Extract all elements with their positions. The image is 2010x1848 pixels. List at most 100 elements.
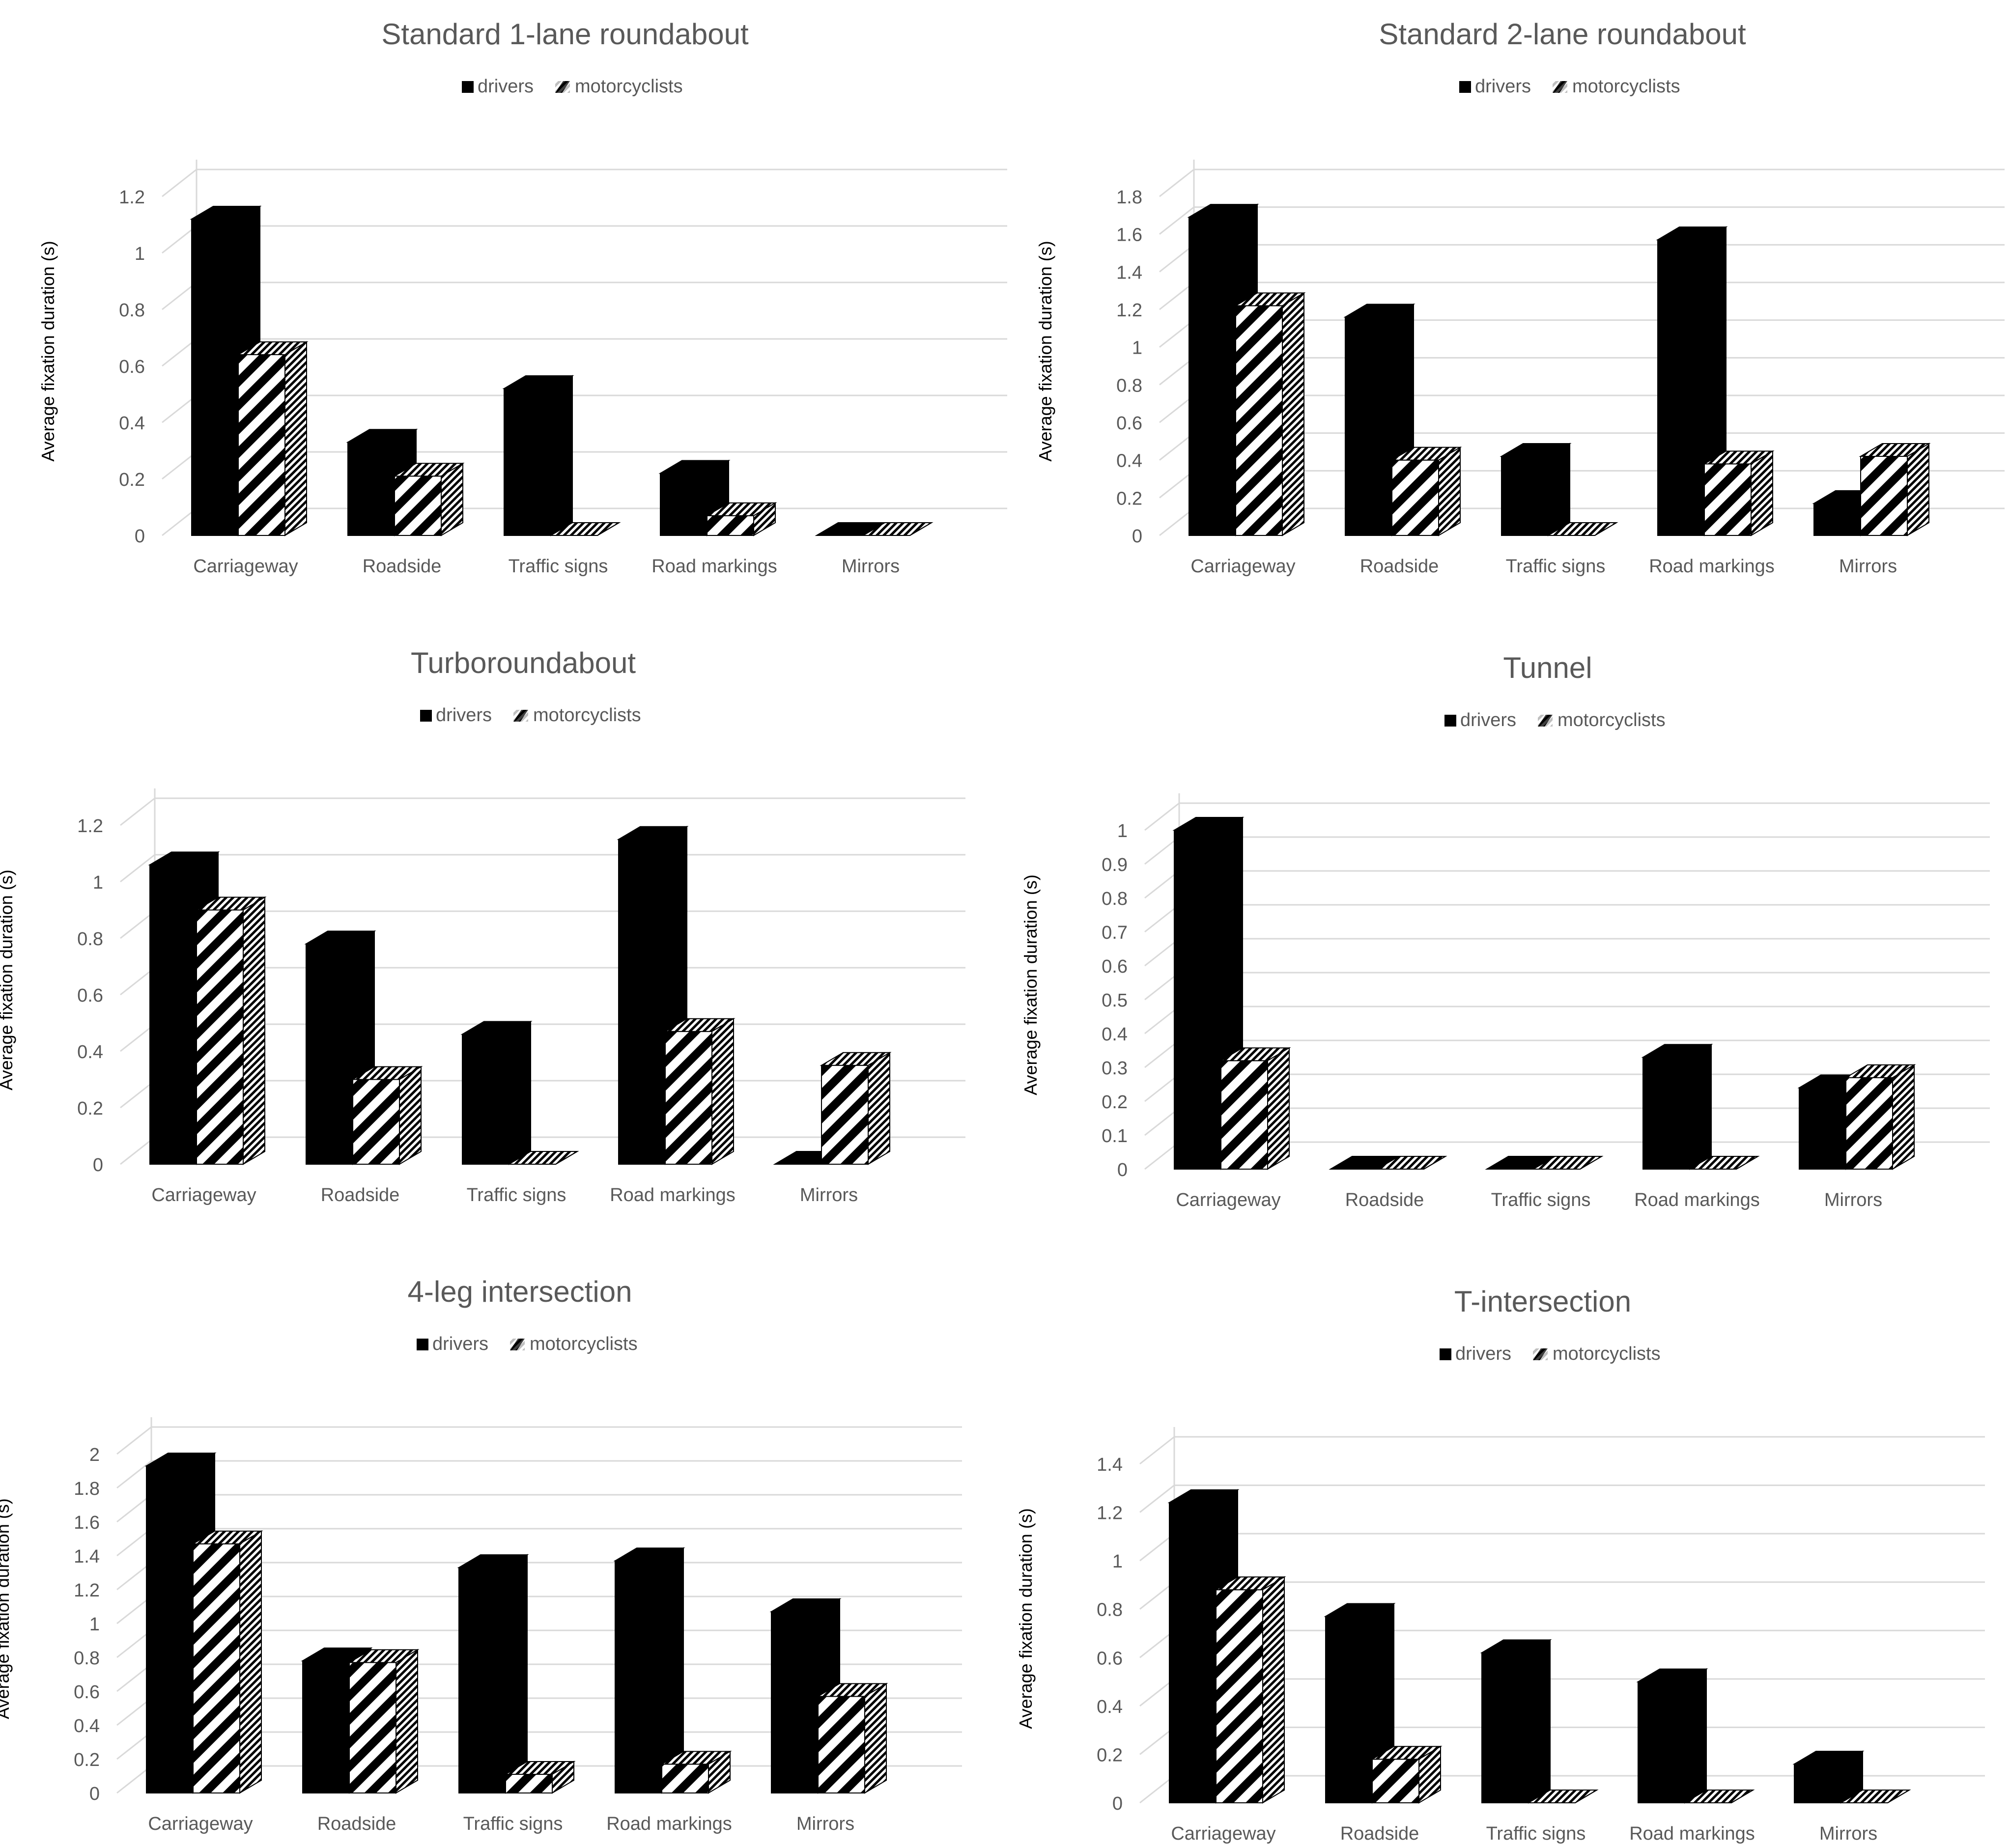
bar-side [284, 341, 307, 536]
bar-drivers [457, 1554, 529, 1794]
bar-front [352, 1079, 400, 1165]
gridline-wall [1144, 1073, 1180, 1102]
chart-panel-3: Turboroundabout drivers motorcyclists 0 0.2 0… [0, 646, 965, 1205]
bar-front [661, 1764, 709, 1793]
gridline-wall [162, 338, 197, 367]
bar-motorcyclists [1844, 1064, 1916, 1170]
bar-front [1391, 459, 1439, 536]
x-tick-label: Carriageway [1190, 556, 1295, 577]
y-tick-label: 0.6 [1097, 1648, 1123, 1669]
bar-front [665, 1031, 712, 1165]
y-tick-label: 1.4 [74, 1546, 100, 1567]
bar-front [347, 442, 395, 536]
legend-swatch-drivers [462, 81, 474, 93]
legend-swatch-motorcyclists-bg [1538, 715, 1553, 727]
gridline-wall [1144, 1039, 1180, 1068]
bar-front [818, 1696, 865, 1793]
bar-drivers [1636, 1668, 1708, 1804]
legend-swatch-motorcyclists-bg [510, 1339, 525, 1350]
y-tick-label: 1.2 [1097, 1503, 1123, 1524]
y-tick-label: 0.8 [1102, 889, 1128, 909]
bar-motorcyclists [663, 1017, 736, 1165]
legend-swatch-motorcyclists-bg [1553, 81, 1567, 93]
gridline-wall [1139, 1436, 1175, 1465]
bar-side [243, 896, 265, 1165]
bar-side [239, 1530, 262, 1794]
bar-side [1267, 1047, 1290, 1170]
bar-front [1481, 1652, 1529, 1804]
legend: drivers motorcyclists [1444, 710, 1666, 730]
x-tick-label: Roadside [1340, 1823, 1419, 1844]
x-tick-label: Mirrors [800, 1185, 858, 1205]
bar-motorcyclists [191, 1530, 263, 1794]
x-tick-label: Road markings [1649, 556, 1775, 577]
y-tick-label: 0.3 [1102, 1058, 1128, 1079]
x-tick-label: Traffic signs [1506, 556, 1606, 577]
legend-label-drivers: drivers [432, 1334, 488, 1354]
chart-panel-1: Standard 1-lane roundabout drivers motorcy… [38, 18, 1007, 577]
chart-title: Standard 2-lane roundabout [1379, 18, 1746, 51]
gridline-wall [162, 451, 197, 480]
bar-front [146, 1465, 194, 1793]
chart-title: Turboroundabout [411, 646, 636, 679]
bar-motorcyclists [1370, 1745, 1443, 1804]
bar-side [868, 1051, 890, 1165]
y-tick-label: 0.4 [1102, 1024, 1128, 1045]
bar-side [1262, 1576, 1285, 1804]
x-tick-label: Traffic signs [463, 1814, 563, 1834]
y-tick-label: 1.6 [1116, 225, 1142, 246]
x-tick-label: Roadside [1345, 1190, 1424, 1210]
legend-swatch-motorcyclists-bg [513, 710, 528, 722]
bar-side [909, 522, 932, 536]
x-tick-label: Carriageway [148, 1814, 253, 1834]
bar-side [708, 1750, 731, 1794]
y-tick-label: 0.6 [119, 357, 145, 377]
bar-front [349, 1662, 396, 1793]
y-tick-label: 0.1 [1102, 1126, 1128, 1147]
gridline-wall [1139, 1727, 1175, 1755]
bar-motorcyclists [236, 341, 309, 536]
y-tick-label: 0.8 [74, 1648, 100, 1669]
bar-drivers [1480, 1639, 1552, 1804]
legend-label-drivers: drivers [1460, 710, 1516, 730]
gridline-wall [1159, 357, 1194, 386]
y-tick-label: 0.8 [119, 300, 145, 321]
bar-side [1282, 292, 1304, 536]
y-tick-label: 0.2 [1097, 1745, 1123, 1765]
x-tick-label: Traffic signs [1486, 1823, 1586, 1844]
y-tick-label: 1 [89, 1614, 100, 1635]
gridline-wall [162, 394, 197, 423]
bar-front [771, 1611, 819, 1793]
bar-front [1501, 456, 1549, 536]
gridline-wall [116, 1663, 152, 1692]
legend-label-motorcyclists: motorcyclists [575, 76, 683, 97]
bar-motorcyclists [1688, 1156, 1760, 1170]
bar-front [1235, 305, 1283, 536]
bar-motorcyclists [816, 1682, 888, 1794]
gridline-wall [1144, 1141, 1180, 1170]
y-tick-label: 0.4 [119, 413, 145, 434]
y-tick-label: 0 [1117, 1160, 1128, 1180]
chart-panel-6: T-intersection drivers motorcyclists 0 0.2 0.… [1016, 1285, 1985, 1844]
bar-front [821, 1064, 869, 1165]
x-tick-label: Traffic signs [509, 556, 608, 577]
y-tick-label: 0.2 [77, 1098, 103, 1119]
y-tick-label: 1.2 [1116, 300, 1142, 321]
bar-side [505, 1554, 528, 1794]
gridline-wall [1159, 281, 1194, 310]
y-tick-label: 0 [1112, 1793, 1123, 1814]
bar-motorcyclists [549, 522, 621, 536]
legend-swatch-drivers [1444, 715, 1456, 727]
gridline-wall [120, 967, 155, 996]
bar-front [193, 1543, 240, 1793]
gridline-wall [116, 1494, 152, 1523]
legend-label-drivers: drivers [436, 705, 492, 726]
y-axis-label: Average fixation duration (s) [0, 869, 16, 1091]
y-tick-label: 1.4 [1116, 262, 1142, 283]
bar-motorcyclists [1839, 1790, 1911, 1803]
gridline-wall [120, 854, 155, 883]
bar-motorcyclists [820, 1051, 892, 1165]
bar-front [302, 1660, 350, 1794]
x-tick-label: Roadside [321, 1185, 400, 1205]
